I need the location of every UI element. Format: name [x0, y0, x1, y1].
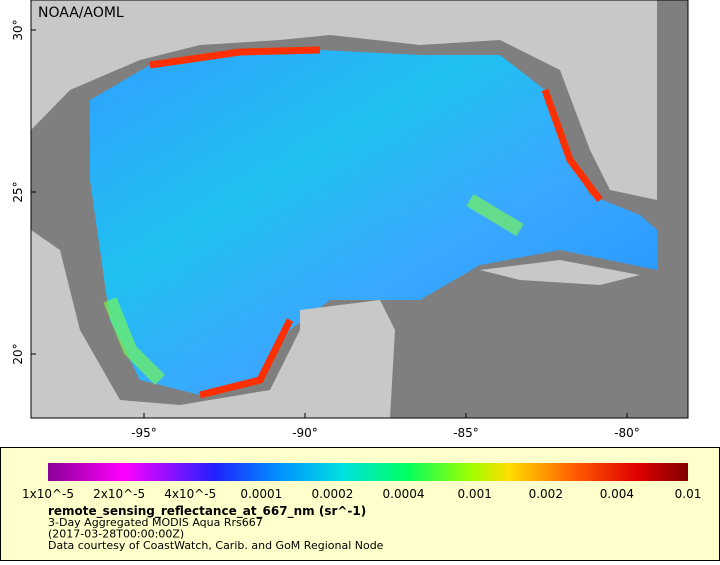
lon-label: -85°: [453, 426, 479, 440]
colorbar-label: 0.001: [457, 487, 491, 501]
colorbar-label: 0.01: [675, 487, 702, 501]
cuba: [480, 260, 640, 285]
colorbar-label: 1x10^-5: [22, 487, 74, 501]
lon-label: -80°: [614, 426, 640, 440]
lat-label: 30°: [11, 19, 25, 40]
legend-line: 3-Day Aggregated MODIS Aqua Rrs667: [48, 516, 263, 529]
lon-label: -95°: [131, 426, 157, 440]
credit: NOAA/AOML: [38, 5, 124, 21]
legend-line: (2017-03-28T00:00:00Z): [48, 528, 184, 541]
legend-title: remote_sensing_reflectance_at_667_nm (sr…: [48, 504, 366, 519]
no-data-band: [657, 0, 688, 418]
colorbar-label: 4x10^-5: [164, 487, 216, 501]
lat-label: 25°: [11, 181, 25, 202]
mid-values: [103, 193, 524, 385]
legend-line: Data courtesy of CoastWatch, Carib. and …: [48, 539, 384, 552]
map: NOAA/AOML: [30, 0, 689, 419]
lat-label: 20°: [11, 343, 25, 364]
colorbar-label: 0.0001: [240, 487, 282, 501]
colorbar-label: 0.0002: [311, 487, 353, 501]
data-field: [90, 50, 657, 395]
colorbar-label: 2x10^-5: [93, 487, 145, 501]
map-frame: [30, 0, 689, 419]
lon-label: -90°: [292, 426, 318, 440]
colorbar-label: 0.004: [600, 487, 634, 501]
colorbar-label: 0.0004: [383, 487, 425, 501]
colorbar-label: 0.002: [529, 487, 563, 501]
colorbar: [48, 463, 688, 481]
coastal-high: [149, 46, 603, 399]
yucatan: [300, 300, 380, 418]
